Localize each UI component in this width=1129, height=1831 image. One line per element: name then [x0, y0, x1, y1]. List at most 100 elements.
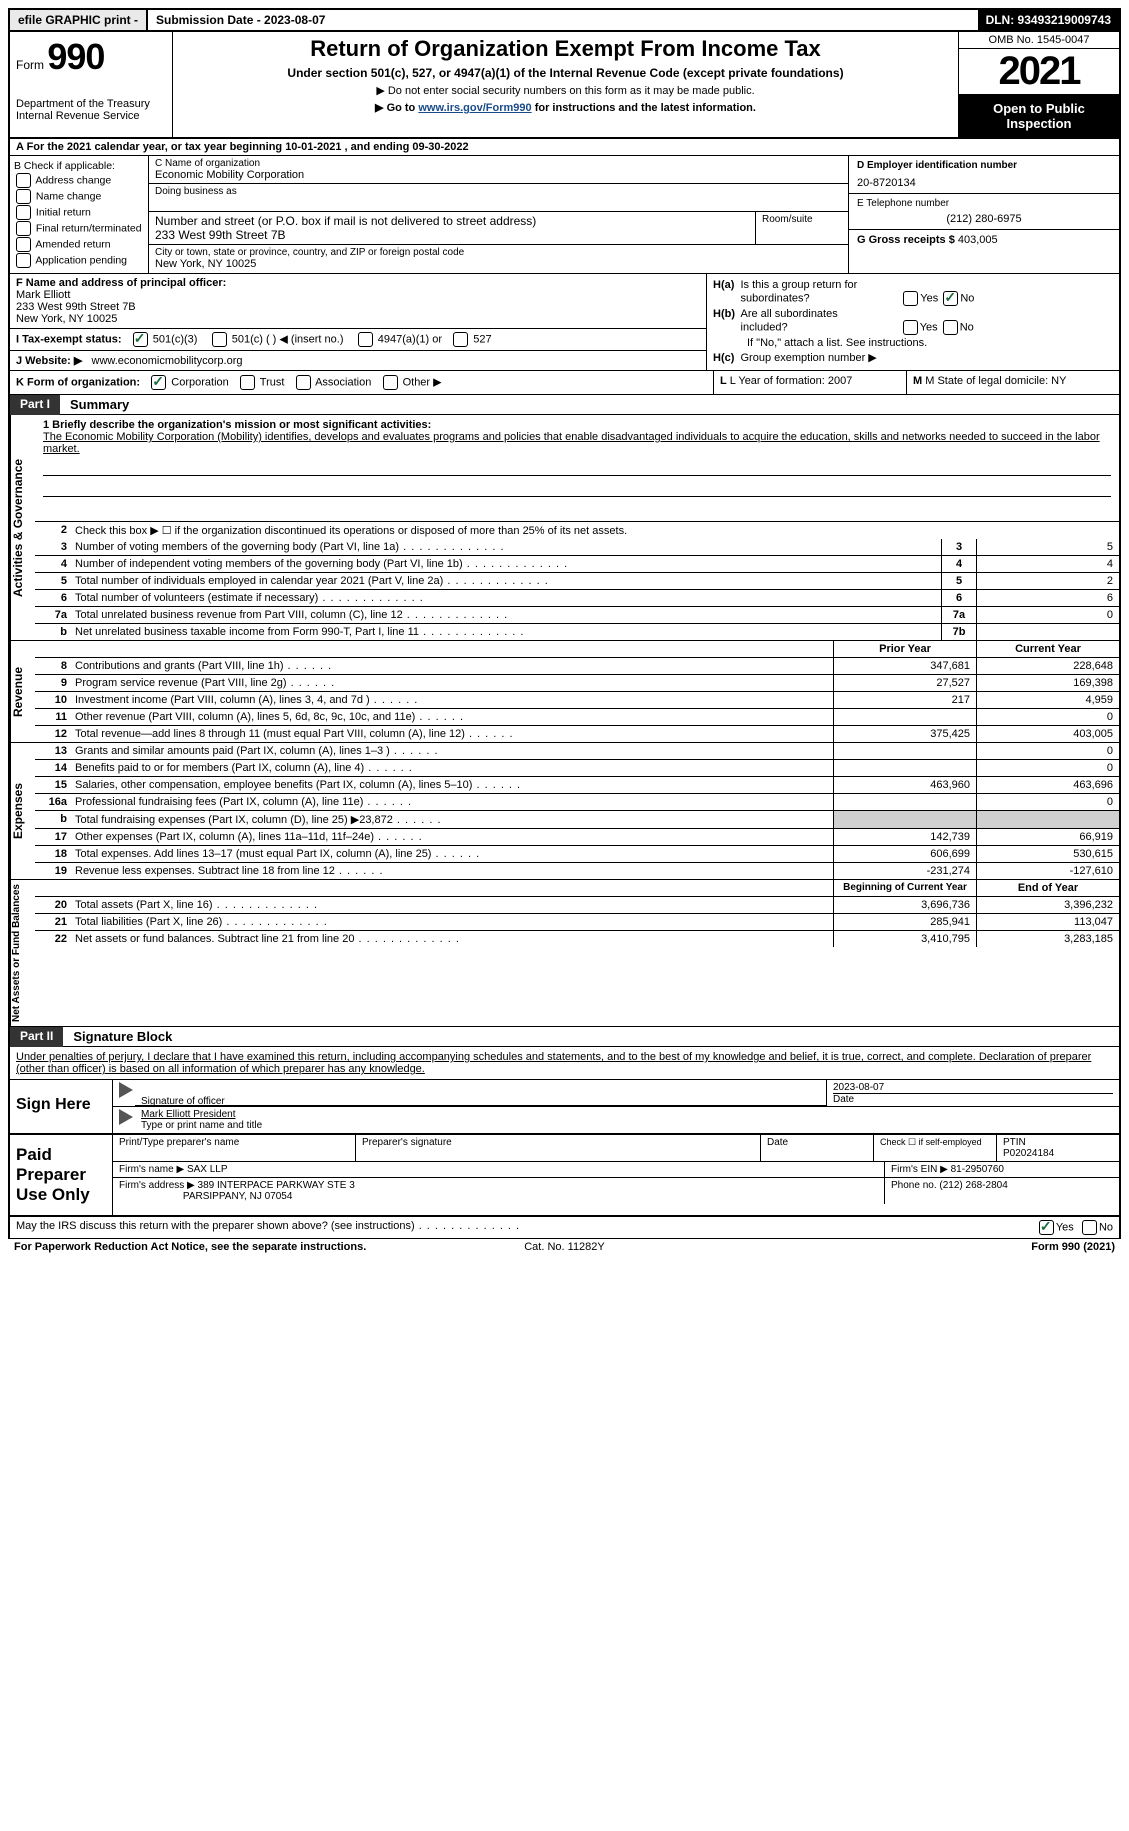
street-cell: Number and street (or P.O. box if mail i…	[149, 212, 756, 244]
ein-cell: D Employer identification number 20-8720…	[849, 156, 1119, 194]
hb-line: H(b) Are all subordinates included? Yes …	[713, 308, 1113, 335]
hb-yes[interactable]	[903, 320, 918, 335]
sig-officer-label: Signature of officer	[141, 1096, 820, 1107]
rev-row: 11Other revenue (Part VIII, column (A), …	[35, 709, 1119, 726]
lbl-501c3: 501(c)(3)	[153, 333, 198, 345]
dba-label: Doing business as	[155, 186, 842, 197]
chk-final-return[interactable]: Final return/terminated	[14, 221, 144, 236]
form-header: Form 990 Department of the Treasury Inte…	[8, 32, 1121, 139]
tel-label: E Telephone number	[857, 198, 1111, 209]
chk-amended-return[interactable]: Amended return	[14, 237, 144, 252]
chk-4947[interactable]	[358, 332, 373, 347]
org-name-cell: C Name of organization Economic Mobility…	[149, 156, 848, 184]
net-row: 21Total liabilities (Part X, line 26)285…	[35, 914, 1119, 931]
gov-row: 7aTotal unrelated business revenue from …	[35, 607, 1119, 624]
website-value: www.economicmobilitycorp.org	[92, 355, 243, 367]
chk-501c3[interactable]	[133, 332, 148, 347]
firm-name: SAX LLP	[187, 1164, 228, 1175]
col-b-header: B Check if applicable:	[14, 160, 144, 172]
discuss-yes[interactable]	[1039, 1220, 1054, 1235]
side-expenses: Expenses	[10, 743, 35, 879]
col-b-checkboxes: B Check if applicable: Address change Na…	[10, 156, 149, 273]
form-year-block: OMB No. 1545-0047 2021 Open to Public In…	[959, 32, 1119, 137]
firm-ein: 81-2950760	[951, 1164, 1004, 1175]
chk-initial-return[interactable]: Initial return	[14, 205, 144, 220]
tel-cell: E Telephone number (212) 280-6975	[849, 194, 1119, 230]
officer-name: Mark Elliott	[16, 289, 70, 301]
tax-status-label: I Tax-exempt status:	[16, 333, 122, 345]
link-suffix: for instructions and the latest informat…	[532, 102, 756, 114]
website-cell: J Website: ▶ www.economicmobilitycorp.or…	[10, 351, 706, 370]
gov-row: 3Number of voting members of the governi…	[35, 539, 1119, 556]
footer-center: Cat. No. 11282Y	[381, 1241, 748, 1253]
prep-date-label: Date	[767, 1137, 867, 1148]
chk-501c[interactable]	[212, 332, 227, 347]
efile-print-button[interactable]: efile GRAPHIC print -	[10, 10, 148, 30]
chk-name-change[interactable]: Name change	[14, 189, 144, 204]
sig-date-label: Date	[833, 1093, 1113, 1105]
tax-year: 2021	[959, 49, 1119, 95]
chk-527[interactable]	[453, 332, 468, 347]
gov-row: 4Number of independent voting members of…	[35, 556, 1119, 573]
sig-date-value: 2023-08-07	[833, 1082, 1113, 1093]
revenue-section: Revenue Prior Year Current Year 8Contrib…	[8, 641, 1121, 743]
ein-label: D Employer identification number	[857, 160, 1111, 171]
ha-no[interactable]	[943, 291, 958, 306]
hb-note: If "No," attach a list. See instructions…	[713, 337, 1113, 349]
sig-name-value: Mark Elliott President	[141, 1109, 1113, 1120]
discuss-no[interactable]	[1082, 1220, 1097, 1235]
chk-corporation[interactable]	[151, 375, 166, 390]
form-label: Form	[16, 58, 44, 72]
row-k: K Form of organization: Corporation Trus…	[8, 371, 1121, 395]
officer-label: F Name and address of principal officer:	[16, 277, 226, 289]
tax-status-cell: I Tax-exempt status: 501(c)(3) 501(c) ( …	[10, 329, 706, 351]
discuss-row: May the IRS discuss this return with the…	[8, 1217, 1121, 1239]
part-1-header: Part I Summary	[8, 395, 1121, 415]
mission-label: 1 Briefly describe the organization's mi…	[43, 419, 431, 431]
exp-row: 19Revenue less expenses. Subtract line 1…	[35, 863, 1119, 879]
firm-addr2: PARSIPPANY, NJ 07054	[183, 1191, 293, 1202]
col-c-org-info: C Name of organization Economic Mobility…	[149, 156, 849, 273]
gross-cell: G Gross receipts $ 403,005	[849, 230, 1119, 250]
k-form-of-org: K Form of organization: Corporation Trus…	[10, 371, 714, 394]
activities-governance: Activities & Governance 1 Briefly descri…	[8, 415, 1121, 641]
col-d-ein: D Employer identification number 20-8720…	[849, 156, 1119, 273]
prior-year-hdr: Prior Year	[833, 641, 976, 657]
irs-link[interactable]: www.irs.gov/Form990	[418, 102, 531, 114]
part-2-num: Part II	[10, 1027, 63, 1047]
chk-application-pending[interactable]: Application pending	[14, 253, 144, 268]
room-cell: Room/suite	[756, 212, 848, 244]
ha-yes[interactable]	[903, 291, 918, 306]
ptin-value: P02024184	[1003, 1148, 1113, 1159]
firm-phone: (212) 268-2804	[939, 1180, 1007, 1191]
ptin-label: PTIN	[1003, 1137, 1113, 1148]
exp-row: 17Other expenses (Part IX, column (A), l…	[35, 829, 1119, 846]
net-row: 20Total assets (Part X, line 16)3,696,73…	[35, 897, 1119, 914]
chk-address-change[interactable]: Address change	[14, 173, 144, 188]
hc-line: H(c) Group exemption number ▶	[713, 351, 1113, 364]
mission-block: 1 Briefly describe the organization's mi…	[35, 415, 1119, 522]
chk-trust[interactable]	[240, 375, 255, 390]
side-netassets: Net Assets or Fund Balances	[10, 880, 35, 1026]
form-title-block: Return of Organization Exempt From Incom…	[173, 32, 959, 137]
website-label: J Website: ▶	[16, 355, 82, 367]
link-prefix: ▶ Go to	[375, 102, 418, 114]
gov-row: 6Total number of volunteers (estimate if…	[35, 590, 1119, 607]
part-1-num: Part I	[10, 395, 60, 415]
chk-other[interactable]	[383, 375, 398, 390]
firm-phone-label: Phone no.	[891, 1180, 937, 1191]
street-address: 233 West 99th Street 7B	[155, 228, 749, 242]
firm-ein-label: Firm's EIN ▶	[891, 1164, 948, 1175]
chk-association[interactable]	[296, 375, 311, 390]
gov-row: 2Check this box ▶ ☐ if the organization …	[35, 522, 1119, 539]
form-subtitle: Under section 501(c), 527, or 4947(a)(1)…	[179, 66, 952, 80]
topbar: efile GRAPHIC print - Submission Date - …	[8, 8, 1121, 32]
dln: DLN: 93493219009743	[978, 10, 1119, 30]
col-h: H(a) Is this a group return for subordin…	[707, 274, 1119, 370]
sign-here-block: Sign Here Signature of officer 2023-08-0…	[8, 1080, 1121, 1135]
city-state-zip: New York, NY 10025	[155, 258, 842, 270]
hb-no[interactable]	[943, 320, 958, 335]
exp-row: 13Grants and similar amounts paid (Part …	[35, 743, 1119, 760]
footer: For Paperwork Reduction Act Notice, see …	[8, 1239, 1121, 1255]
expenses-section: Expenses 13Grants and similar amounts pa…	[8, 743, 1121, 880]
